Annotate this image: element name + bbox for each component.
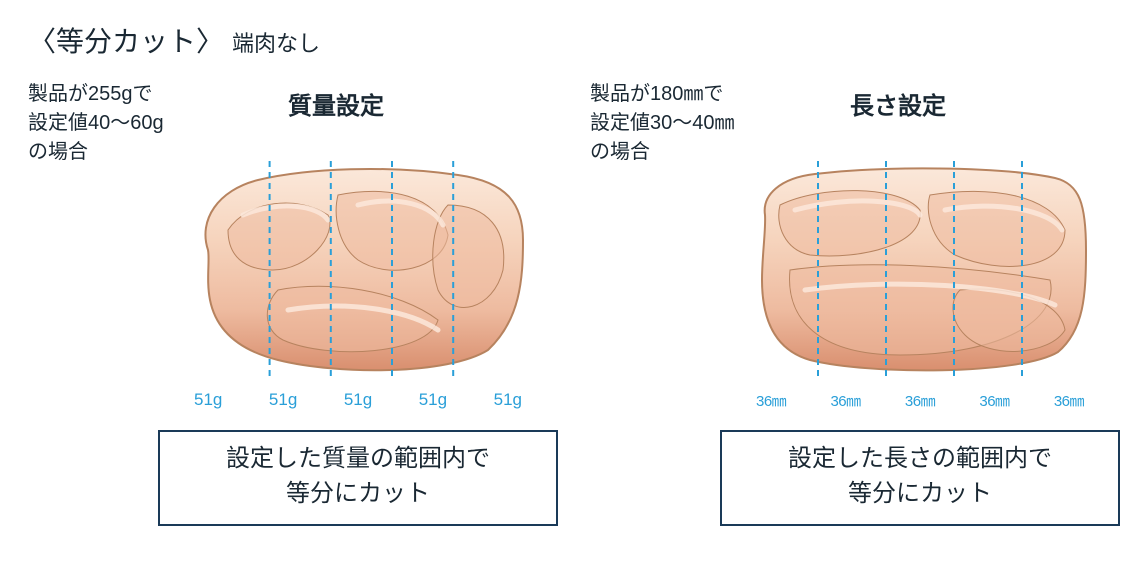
title-main: 〈等分カット〉 <box>28 20 224 60</box>
cut-value: 36㎜ <box>905 390 935 411</box>
meat-svg-mass <box>188 160 528 380</box>
values-row-mass: 51g 51g 51g 51g 51g <box>188 390 528 410</box>
caption-mass: 設定した質量の範囲内で等分にカット <box>158 430 558 526</box>
cut-value: 36㎜ <box>756 390 786 411</box>
cut-value: 51g <box>494 390 522 410</box>
cut-value: 36㎜ <box>830 390 860 411</box>
meat-illustration-length <box>750 160 1090 380</box>
cut-value: 51g <box>194 390 222 410</box>
condition-text: 製品が255gで設定値40〜60gの場合 <box>28 80 164 167</box>
caption-length: 設定した長さの範囲内で等分にカット <box>720 430 1120 526</box>
mode-title: 質量設定 <box>288 86 384 121</box>
meat-svg-length <box>750 160 1090 380</box>
cut-value: 51g <box>419 390 447 410</box>
cut-value: 36㎜ <box>979 390 1009 411</box>
title-sub: 端肉なし <box>232 26 320 58</box>
values-row-length: 36㎜ 36㎜ 36㎜ 36㎜ 36㎜ <box>750 390 1090 411</box>
cut-value: 51g <box>269 390 297 410</box>
page-title: 〈等分カット〉 端肉なし <box>28 20 320 60</box>
cut-value: 36㎜ <box>1054 390 1084 411</box>
meat-illustration-mass <box>188 160 528 380</box>
cut-value: 51g <box>344 390 372 410</box>
condition-text: 製品が180㎜で設定値30〜40㎜の場合 <box>590 80 735 167</box>
mode-title: 長さ設定 <box>850 86 946 121</box>
